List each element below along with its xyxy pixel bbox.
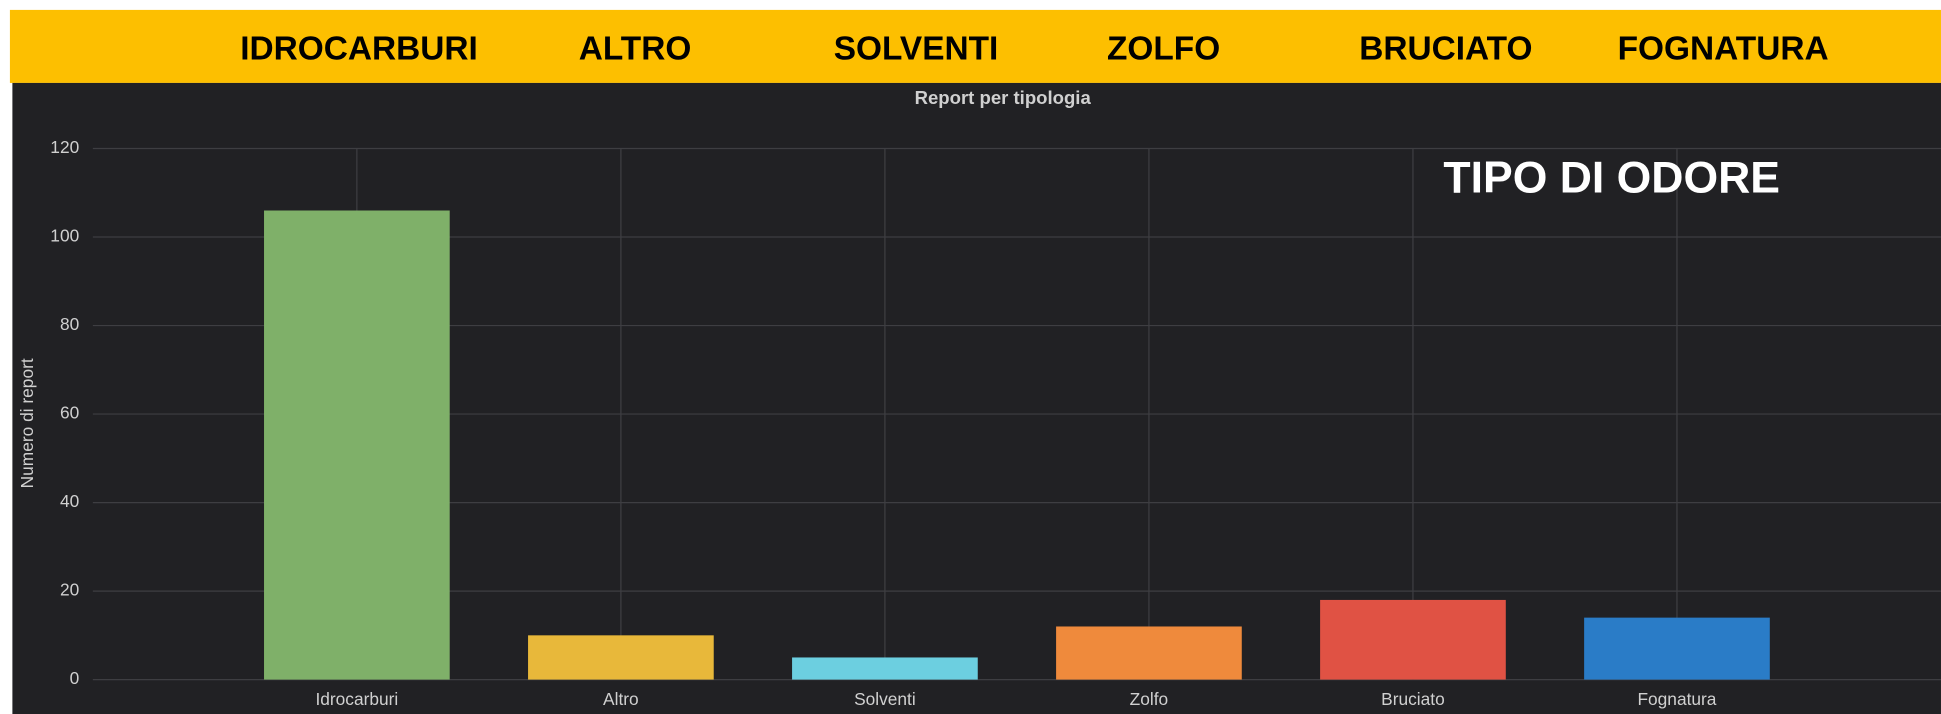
bar: [264, 210, 450, 680]
banner-label: BRUCIATO: [1359, 31, 1532, 68]
y-tick-label: 20: [60, 580, 79, 600]
bar: [1056, 626, 1242, 680]
x-tick-label: Solventi: [854, 689, 916, 709]
y-axis-label: Numero di report: [17, 358, 37, 488]
bar: [528, 635, 714, 680]
bar: [1320, 599, 1506, 680]
banner-label: ALTRO: [579, 31, 692, 68]
y-tick-label: 40: [60, 491, 79, 511]
banner: [9, 9, 1941, 83]
y-tick-label: 120: [50, 137, 79, 157]
overlay-label: TIPO DI ODORE: [1443, 153, 1780, 202]
y-tick-label: 100: [50, 226, 79, 246]
x-tick-label: Fognatura: [1637, 689, 1716, 709]
banner-label: SOLVENTI: [834, 31, 999, 68]
banner-label: ZOLFO: [1107, 31, 1220, 68]
bar: [792, 657, 978, 680]
chart-title: Report per tipologia: [915, 87, 1092, 108]
y-tick-label: 0: [70, 668, 80, 688]
x-tick-label: Idrocarburi: [315, 689, 398, 709]
banner-label: IDROCARBURI: [240, 31, 478, 68]
bar: [1584, 617, 1770, 680]
y-tick-label: 60: [60, 403, 79, 423]
x-tick-label: Bruciato: [1381, 689, 1445, 709]
banner-label: FOGNATURA: [1618, 31, 1829, 68]
x-tick-label: Zolfo: [1130, 689, 1169, 709]
x-tick-label: Altro: [603, 689, 639, 709]
y-tick-label: 80: [60, 314, 79, 334]
